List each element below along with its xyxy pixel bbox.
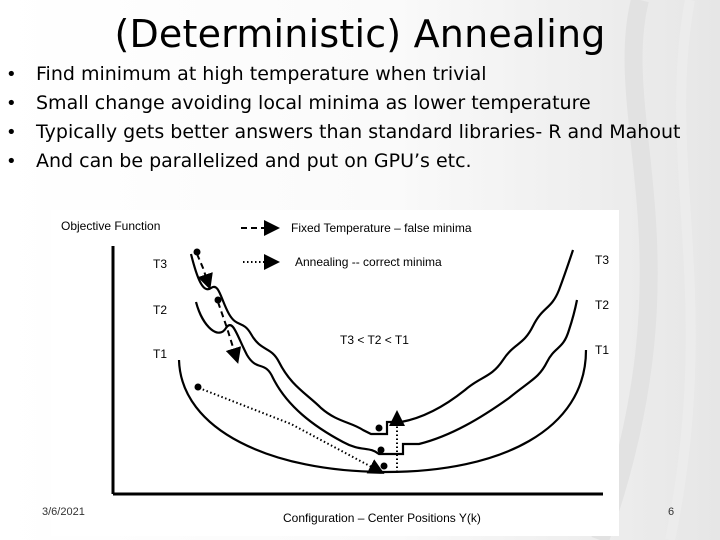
page-number: 6 — [668, 506, 675, 518]
bullet-marker: • — [6, 64, 17, 85]
fixed-temperature-path — [196, 253, 213, 290]
diagram-canvas: Objective Function Configuration – Cente… — [61, 219, 609, 525]
curve-label-t3-left: T3 — [153, 257, 167, 271]
bullet-marker: • — [6, 122, 17, 143]
bullet-text: Small change avoiding local minima as lo… — [36, 92, 591, 114]
curve-label-t2-right: T2 — [595, 298, 609, 312]
curve-label-t3-right: T3 — [595, 253, 609, 267]
curve-t2 — [194, 299, 579, 456]
minimum-point-t1 — [380, 462, 388, 470]
curve-label-t1-right: T1 — [595, 343, 609, 357]
bullet-marker: • — [6, 151, 17, 172]
minimum-point-t2 — [377, 446, 385, 454]
y-axis-label: Objective Function — [61, 219, 160, 233]
x-axis-label: Configuration – Center Positions Y(k) — [283, 511, 481, 525]
bullet-item: • Typically gets better answers than stan… — [6, 118, 680, 147]
bullet-text: Typically gets better answers than stand… — [36, 121, 681, 143]
minimum-point-t3 — [375, 424, 383, 432]
start-point-t1 — [194, 383, 202, 391]
slide-title: (Deterministic) Annealing — [114, 12, 606, 56]
bullet-item: • And can be parallelized and put on GPU’… — [6, 147, 680, 176]
bullet-item: • Find minimum at high temperature when t… — [6, 60, 680, 89]
bullet-text: Find minimum at high temperature when tr… — [36, 63, 487, 85]
annealing-path — [198, 387, 385, 474]
point-t2-start — [214, 296, 222, 304]
legend-dotted-label: Annealing -- correct minima — [295, 255, 442, 269]
legend-dashed-label: Fixed Temperature – false minima — [291, 221, 472, 235]
curve-t1 — [177, 349, 588, 474]
bullet-text: And can be parallelized and put on GPU’s… — [36, 150, 472, 172]
start-point-t3 — [193, 248, 201, 256]
bullet-item: • Small change avoiding local minima as l… — [6, 89, 680, 118]
curve-t3 — [189, 249, 575, 436]
slide-date: 3/6/2021 — [42, 506, 85, 518]
curve-label-t2-left: T2 — [153, 303, 167, 317]
curve-label-t1-left: T1 — [153, 347, 167, 361]
temperature-relation-label: T3 < T2 < T1 — [340, 333, 409, 347]
bullet-marker: • — [6, 93, 17, 114]
bullet-list: • Find minimum at high temperature when t… — [6, 60, 680, 176]
annealing-diagram: Objective Function Configuration – Cente… — [51, 210, 619, 536]
